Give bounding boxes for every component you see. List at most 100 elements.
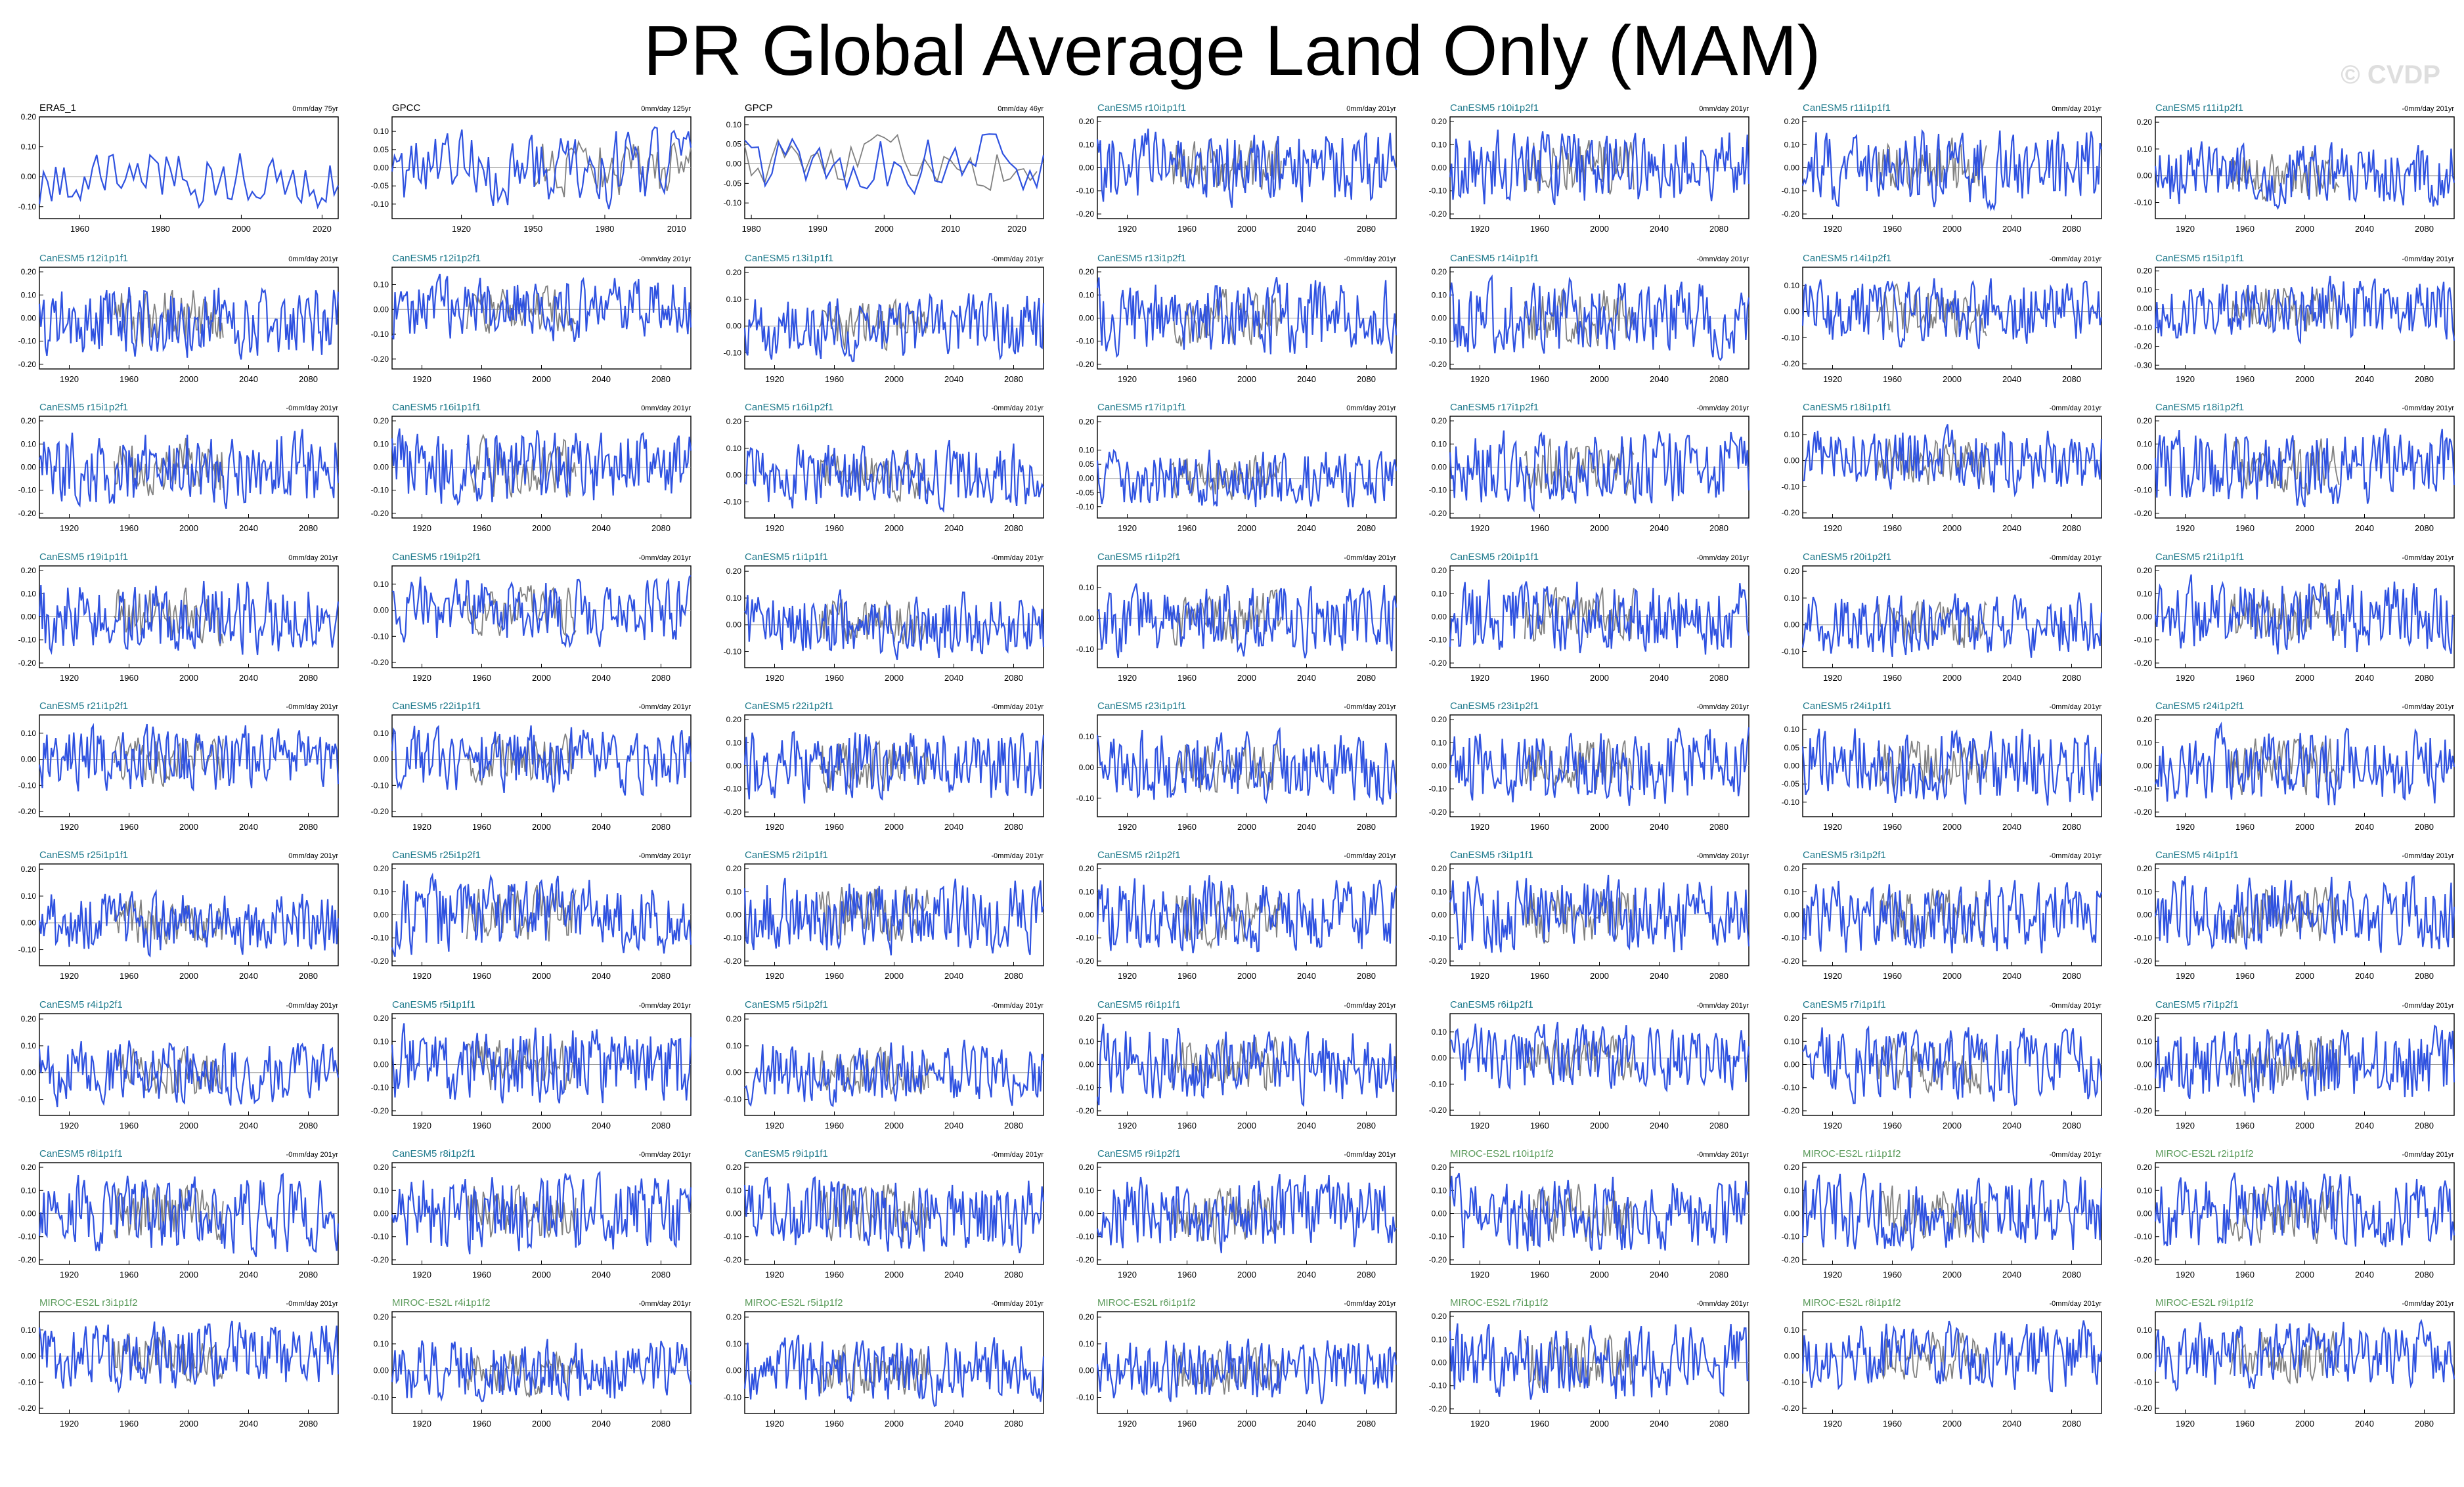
y-tick-label: -0.05 [371, 181, 389, 190]
model-series-line [2154, 875, 2455, 953]
x-tick-label: 2000 [532, 1121, 551, 1131]
y-tick-label: 0.20 [1079, 1163, 1095, 1172]
model-series-line [2154, 574, 2455, 655]
y-tick-label: 0.00 [374, 305, 389, 314]
x-tick-label: 2080 [1357, 374, 1376, 384]
panel-label: CanESM5 r25i1p2f1 [392, 850, 481, 861]
x-tick-label: 2080 [1709, 1270, 1728, 1280]
panel-trend-text: -0mm/day 201yr [1344, 852, 1397, 860]
x-tick-label: 1920 [1470, 374, 1489, 384]
model-series-line [1096, 1024, 1397, 1108]
x-tick-label: 1920 [1823, 523, 1842, 533]
x-tick-label: 2000 [1943, 673, 1962, 683]
y-tick-label: -0.10 [1429, 934, 1447, 943]
panel-label: MIROC-ES2L r7i1p1f2 [1450, 1297, 1549, 1308]
y-tick-label: 0.00 [1079, 614, 1095, 623]
y-tick-label: 0.10 [726, 1041, 742, 1050]
y-tick-label: 0.10 [726, 1186, 742, 1195]
model-series-line [1801, 880, 2103, 954]
y-tick-label: -0.20 [1429, 1404, 1447, 1413]
y-tick-label: -0.10 [371, 486, 389, 495]
x-tick-label: 2040 [239, 374, 258, 384]
x-tick-label: 2080 [2062, 374, 2081, 384]
panel-53: CanESM5 r9i1p2f1 -0mm/day 201yr 0.20 0.10 0.… [1076, 1148, 1397, 1280]
x-tick-label: 1960 [1883, 822, 1902, 832]
panel-label: CanESM5 r5i1p1f1 [392, 999, 475, 1010]
x-tick-label: 2000 [2295, 374, 2314, 384]
panel-trend-text: 0mm/day 201yr [1699, 105, 1749, 113]
y-tick-label: -0.10 [1782, 798, 1800, 807]
panel-label: CanESM5 r15i1p1f1 [2155, 253, 2244, 264]
model-series-line [1801, 728, 2103, 806]
x-tick-label: 1920 [1823, 822, 1842, 832]
x-tick-label: 2040 [2355, 224, 2374, 234]
x-tick-label: 2000 [532, 822, 551, 832]
y-tick-label: 0.10 [21, 142, 37, 152]
x-tick-label: 1960 [1883, 673, 1902, 683]
x-tick-label: 2080 [1709, 1419, 1728, 1429]
x-tick-label: 2000 [1237, 822, 1256, 832]
y-tick-label: -0.10 [371, 1083, 389, 1092]
observed-series-line [2229, 887, 2340, 944]
panel-36: CanESM5 r25i1p1f1 0mm/day 201yr 0.20 0.10 0.… [18, 850, 340, 981]
observed-series-line [466, 285, 576, 334]
panel-32: CanESM5 r23i1p1f1 -0mm/day 201yr 0.10 0.00 -… [1076, 700, 1397, 832]
y-tick-label: -0.10 [2134, 1083, 2153, 1092]
model-series-line [391, 1171, 692, 1255]
model-series-line [1096, 1174, 1397, 1253]
x-tick-label: 2040 [592, 673, 611, 683]
model-series-line [391, 1023, 692, 1104]
x-tick-label: 2040 [2002, 1270, 2021, 1280]
panel-trend-text: -0mm/day 201yr [992, 703, 1044, 711]
y-tick-label: -0.10 [2134, 934, 2153, 943]
y-tick-label: -0.20 [1429, 509, 1447, 518]
model-series-line [1449, 129, 1750, 205]
x-tick-label: 2080 [299, 822, 318, 832]
y-tick-label: -0.20 [371, 807, 389, 816]
panel-label: MIROC-ES2L r4i1p1f2 [392, 1297, 491, 1308]
panel-trend-text: -0mm/day 201yr [992, 404, 1044, 412]
x-tick-label: 1920 [60, 374, 79, 384]
panel-trend-text: -0mm/day 201yr [992, 852, 1044, 860]
y-tick-label: 0.20 [2137, 1163, 2153, 1172]
panel-trend-text: 0mm/day 201yr [2052, 105, 2101, 113]
panel-label: MIROC-ES2L r2i1p1f2 [2155, 1148, 2254, 1159]
model-series-line [1449, 1022, 1750, 1093]
x-tick-label: 1920 [1118, 374, 1137, 384]
x-tick-label: 2000 [2295, 523, 2314, 533]
panel-label: CanESM5 r17i1p2f1 [1450, 402, 1539, 413]
panel-label: CanESM5 r21i1p1f1 [2155, 551, 2244, 563]
y-tick-label: 0.00 [726, 1068, 742, 1077]
y-tick-label: 0.10 [1432, 1186, 1447, 1195]
panel-trend-text: -0mm/day 201yr [286, 1300, 339, 1308]
x-tick-label: 2040 [239, 822, 258, 832]
y-tick-label: 0.10 [1784, 593, 1800, 603]
y-tick-label: -0.10 [1782, 1377, 1800, 1387]
x-tick-label: 2000 [2295, 673, 2314, 683]
x-tick-label: 1920 [1823, 374, 1842, 384]
x-tick-label: 2080 [1357, 1121, 1376, 1131]
x-tick-label: 2040 [1297, 523, 1316, 533]
y-tick-label: 0.00 [2137, 1060, 2153, 1069]
panel-label: CanESM5 r14i1p1f1 [1450, 253, 1539, 264]
y-tick-label: 0.10 [1079, 1339, 1095, 1348]
x-tick-label: 1960 [1530, 1121, 1549, 1131]
y-tick-label: 0.00 [21, 1352, 37, 1361]
x-tick-label: 1960 [1530, 1419, 1549, 1429]
observed-series-line [744, 133, 1038, 192]
x-tick-label: 2000 [1590, 1270, 1609, 1280]
panel-label: CanESM5 r20i1p2f1 [1803, 551, 1891, 563]
model-series-line [1096, 277, 1397, 358]
x-tick-label: 2000 [1237, 1270, 1256, 1280]
y-tick-label: 0.10 [1784, 1186, 1800, 1195]
y-tick-label: 0.10 [1432, 887, 1447, 896]
model-series-line [1449, 874, 1750, 953]
panel-trend-text: -0mm/day 201yr [1697, 1300, 1749, 1308]
y-tick-label: -0.20 [2134, 1404, 2153, 1413]
panel-21: CanESM5 r18i1p2f1 -0mm/day 201yr 0.20 0.10 0… [2134, 402, 2455, 533]
y-tick-label: 0.20 [1079, 864, 1095, 873]
x-tick-label: 2000 [179, 822, 198, 832]
x-tick-label: 2040 [1297, 971, 1316, 981]
y-tick-label: -0.10 [371, 330, 389, 339]
model-series-line [391, 428, 692, 506]
